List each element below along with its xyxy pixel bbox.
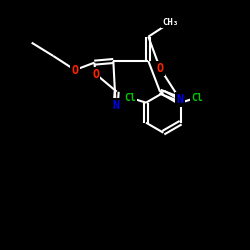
Text: N: N (112, 99, 119, 112)
Text: O: O (92, 68, 99, 80)
Text: N: N (176, 93, 184, 106)
Text: O: O (72, 64, 78, 76)
Text: Cl: Cl (124, 93, 136, 103)
Text: CH₃: CH₃ (162, 18, 178, 27)
Text: O: O (156, 62, 164, 75)
Text: Cl: Cl (191, 93, 202, 103)
